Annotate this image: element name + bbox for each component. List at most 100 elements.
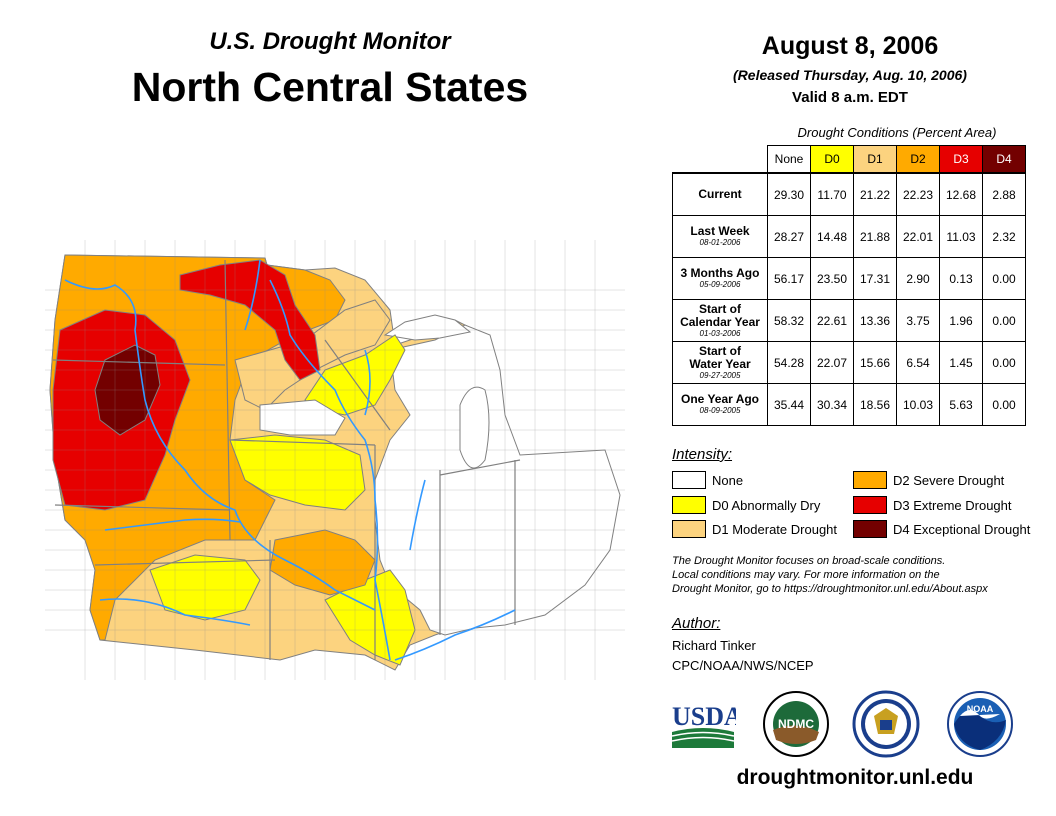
row-date: 09-27-2005 — [699, 370, 741, 380]
table-cell: 58.32 — [767, 299, 811, 342]
legend-item-d1: D1 Moderate Drought — [672, 520, 837, 538]
ohio-river — [394, 609, 516, 661]
legend-label: None — [712, 472, 744, 488]
legend-item-d2: D2 Severe Drought — [853, 471, 1004, 489]
row-label: Current — [672, 172, 768, 216]
table-row: Current 29.30 11.70 21.22 22.23 12.68 2.… — [672, 172, 1026, 216]
table-cell: 0.00 — [982, 383, 1026, 426]
col-header-d3: D3 — [939, 145, 983, 174]
kansas-river — [99, 598, 251, 626]
website-url[interactable]: droughtmonitor.unl.edu — [736, 766, 974, 789]
legend-swatch — [853, 520, 887, 538]
ndmc-logo-text: NDMC — [778, 717, 814, 731]
table-row: Last Week 08-01-2006 28.27 14.48 21.88 2… — [672, 215, 1026, 258]
ndmc-logo: NDMC — [763, 691, 829, 757]
row-label-text: 3 Months Ago — [680, 266, 760, 280]
legend-swatch — [672, 520, 706, 538]
table-cell: 54.28 — [767, 341, 811, 384]
lake-michigan — [459, 386, 490, 469]
table-cell: 0.00 — [982, 299, 1026, 342]
table-cell: 17.31 — [853, 257, 897, 300]
legend-swatch — [853, 496, 887, 514]
note-line: Local conditions may vary. For more info… — [672, 569, 940, 581]
map-subtitle: U.S. Drought Monitor — [209, 28, 451, 55]
table-row: Start of Calendar Year 01-03-2006 58.32 … — [672, 299, 1026, 342]
author-name: Richard Tinker — [672, 638, 756, 653]
table-cell: 21.88 — [853, 215, 897, 258]
table-cell: 22.07 — [810, 341, 854, 384]
legend-swatch — [672, 496, 706, 514]
table-cell: 13.36 — [853, 299, 897, 342]
legend-title: Intensity: — [672, 446, 733, 463]
table-cell: 23.50 — [810, 257, 854, 300]
legend-label: D1 Moderate Drought — [712, 521, 838, 537]
wisconsin-river — [364, 349, 371, 416]
legend-swatch — [853, 471, 887, 489]
legend-label: D2 Severe Drought — [893, 472, 1005, 488]
mississippi-river — [269, 279, 391, 661]
table-cell: 14.48 — [810, 215, 854, 258]
author-title: Author: — [672, 615, 721, 632]
row-label: Start of Water Year 09-27-2005 — [672, 341, 768, 384]
legend-item-none: None — [672, 471, 743, 489]
row-label: One Year Ago 08-09-2005 — [672, 383, 768, 426]
table-cell: 12.68 — [939, 172, 983, 216]
county-lines — [45, 240, 625, 680]
map-title: North Central States — [131, 64, 529, 110]
table-cell: 2.90 — [896, 257, 940, 300]
table-cell: 29.30 — [767, 172, 811, 216]
legend-label: D3 Extreme Drought — [893, 497, 1012, 513]
table-cell: 2.32 — [982, 215, 1026, 258]
row-label-text: Last Week — [690, 224, 750, 238]
map-region-d2-missouri — [269, 529, 376, 596]
row-label: Start of Calendar Year 01-03-2006 — [672, 299, 768, 342]
usda-logo: USDA — [671, 702, 736, 748]
row-date: 05-09-2006 — [699, 280, 741, 289]
valid-time: Valid 8 a.m. EDT — [792, 89, 908, 106]
drought-map — [45, 240, 625, 680]
row-date: 08-01-2006 — [699, 238, 741, 247]
row-label-text: One Year Ago — [680, 392, 760, 406]
note-line: Drought Monitor, go to https://droughtmo… — [672, 583, 988, 595]
table-cell: 22.01 — [896, 215, 940, 258]
col-header-d2: D2 — [896, 145, 940, 174]
map-region-mi-up — [383, 314, 472, 341]
table-cell: 1.45 — [939, 341, 983, 384]
col-header-d1: D1 — [853, 145, 897, 174]
row-label: 3 Months Ago 05-09-2006 — [672, 257, 768, 300]
note-line: The Drought Monitor focuses on broad-sca… — [672, 555, 946, 567]
table-cell: 10.03 — [896, 383, 940, 426]
nws-logo — [852, 690, 920, 758]
row-label-text: Current — [698, 187, 742, 201]
table-cell: 0.13 — [939, 257, 983, 300]
legend-label: D4 Exceptional Drought — [893, 521, 1031, 537]
table-corner — [673, 146, 768, 174]
row-label-text-2: Calendar Year — [680, 314, 760, 329]
table-row: 3 Months Ago 05-09-2006 56.17 23.50 17.3… — [672, 257, 1026, 300]
table-cell: 11.70 — [810, 172, 854, 216]
table-cell: 6.54 — [896, 341, 940, 384]
table-cell: 56.17 — [767, 257, 811, 300]
legend-swatch — [672, 471, 706, 489]
row-label-text: Start of — [699, 343, 741, 358]
missouri-river — [64, 279, 376, 611]
col-header-none: None — [767, 145, 811, 174]
row-label: Last Week 08-01-2006 — [672, 215, 768, 258]
row-date: 01-03-2006 — [699, 328, 741, 338]
table-cell: 18.56 — [853, 383, 897, 426]
table-cell: 0.00 — [982, 341, 1026, 384]
table-cell: 11.03 — [939, 215, 983, 258]
table-cell: 3.75 — [896, 299, 940, 342]
table-cell: 15.66 — [853, 341, 897, 384]
table-cell: 28.27 — [767, 215, 811, 258]
noaa-logo: NOAA — [947, 691, 1013, 757]
row-date: 08-09-2005 — [699, 406, 741, 415]
row-label-text: Start of — [699, 301, 741, 316]
noaa-logo-text: NOAA — [967, 704, 994, 714]
map-date: August 8, 2006 — [761, 32, 939, 60]
table-cell: 2.88 — [982, 172, 1026, 216]
illinois-river — [409, 479, 426, 551]
rivers — [64, 259, 516, 661]
legend-item-d0: D0 Abnormally Dry — [672, 496, 820, 514]
legend-item-d3: D3 Extreme Drought — [853, 496, 1012, 514]
